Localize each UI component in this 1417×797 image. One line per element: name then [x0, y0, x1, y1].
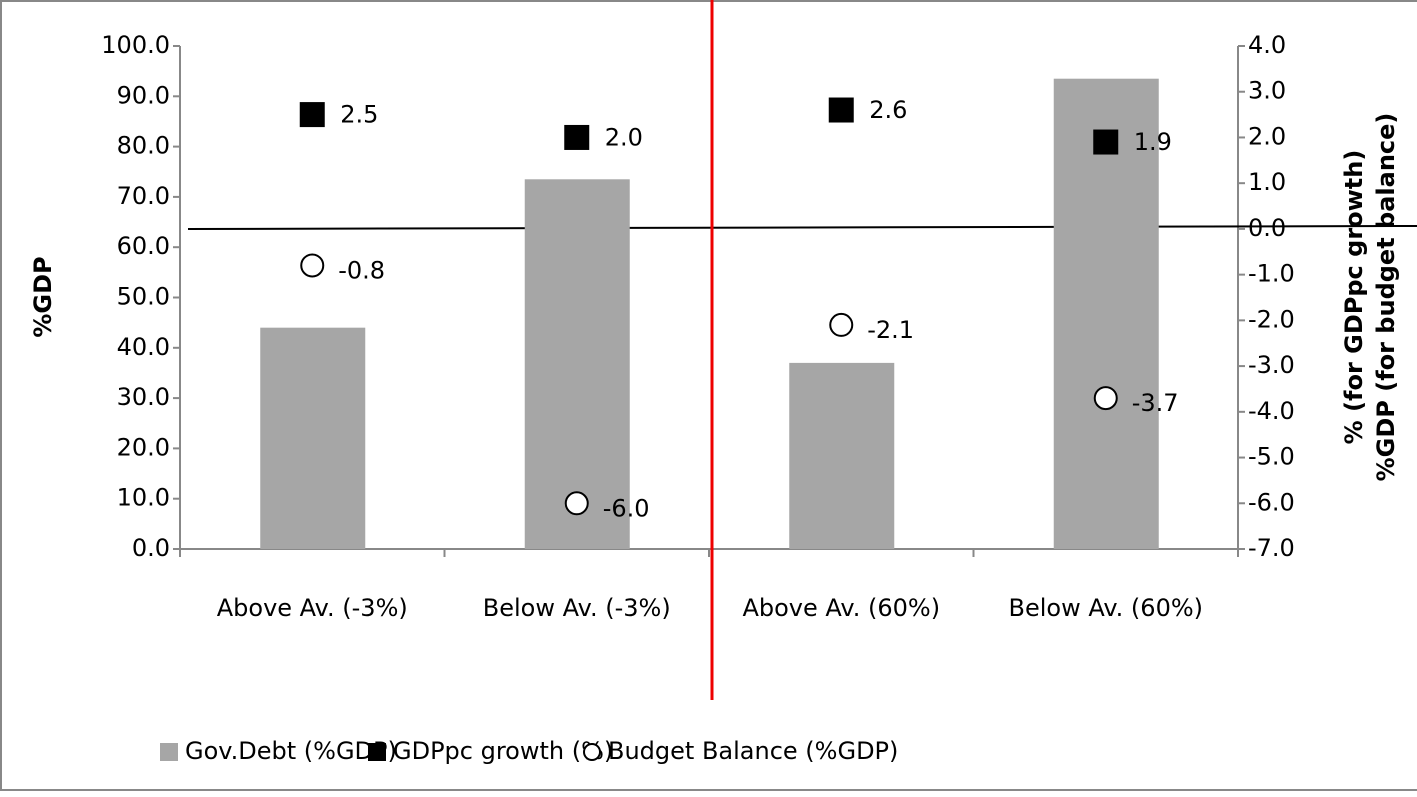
marker-circle: [829, 312, 854, 337]
legend-label: Gov.Debt (%GDP): [185, 737, 397, 765]
legend-label: GDPpc growth (%): [393, 737, 613, 765]
data-label: -3.7: [1132, 389, 1179, 417]
x-tick-label: Above Av. (-3%): [217, 594, 408, 622]
y-tick-label: 60.0: [117, 232, 170, 260]
y-tick-label: 80.0: [117, 132, 170, 160]
data-label: -2.1: [867, 316, 914, 344]
y2-tick-label: 4.0: [1248, 31, 1286, 59]
y2-tick-label: -2.0: [1248, 305, 1295, 333]
y2-tick-label: -3.0: [1248, 351, 1295, 379]
y2-tick-label: 3.0: [1248, 77, 1286, 105]
y-axis-title: %GDP: [29, 256, 57, 337]
data-label: 2.6: [869, 96, 907, 124]
y2-tick-label: -7.0: [1248, 534, 1295, 562]
marker-square: [1093, 129, 1119, 155]
y-tick-label: 70.0: [117, 182, 170, 210]
marker-circle: [564, 491, 589, 516]
x-tick-label: Below Av. (-3%): [483, 594, 671, 622]
zero-line: [187, 225, 1417, 230]
y2-tick-label: -6.0: [1248, 488, 1295, 516]
y-tick-label: 100.0: [101, 31, 170, 59]
bar: [524, 179, 630, 550]
y-tick-label: 0.0: [132, 534, 170, 562]
legend-swatch: [368, 743, 386, 761]
y-tick-label: 40.0: [117, 333, 170, 361]
y2-tick-label: -5.0: [1248, 443, 1295, 471]
y2-tick-label: 0.0: [1248, 214, 1286, 242]
y2-tick-label: -1.0: [1248, 260, 1295, 288]
x-tick-label: Above Av. (60%): [742, 594, 940, 622]
marker-square: [299, 102, 325, 128]
y-tick-label: 20.0: [117, 433, 170, 461]
marker-circle: [1093, 386, 1118, 411]
marker-circle: [300, 253, 325, 278]
y2-axis-title: %GDP (for budget balance): [1372, 113, 1400, 482]
y2-tick-label: 2.0: [1248, 122, 1286, 150]
bar: [1053, 78, 1159, 549]
y-tick-label: 50.0: [117, 283, 170, 311]
data-label: 2.0: [605, 123, 643, 151]
bar: [789, 362, 895, 549]
y2-tick-label: 1.0: [1248, 168, 1286, 196]
marker-square: [564, 124, 590, 150]
data-label: 1.9: [1134, 128, 1172, 156]
data-label: -0.8: [338, 256, 385, 284]
data-label: -6.0: [603, 494, 650, 522]
y2-axis-title: % (for GDPpc growth): [1340, 150, 1368, 445]
legend-swatch: [583, 743, 601, 761]
marker-square: [828, 97, 854, 123]
y2-tick-label: -4.0: [1248, 397, 1295, 425]
bar: [260, 327, 366, 549]
legend-swatch: [160, 743, 178, 761]
y-tick-label: 90.0: [117, 81, 170, 109]
x-tick-label: Below Av. (60%): [1008, 594, 1203, 622]
y-tick-label: 30.0: [117, 383, 170, 411]
y-tick-label: 10.0: [117, 484, 170, 512]
legend-label: Budget Balance (%GDP): [608, 737, 898, 765]
data-label: 2.5: [340, 101, 378, 129]
